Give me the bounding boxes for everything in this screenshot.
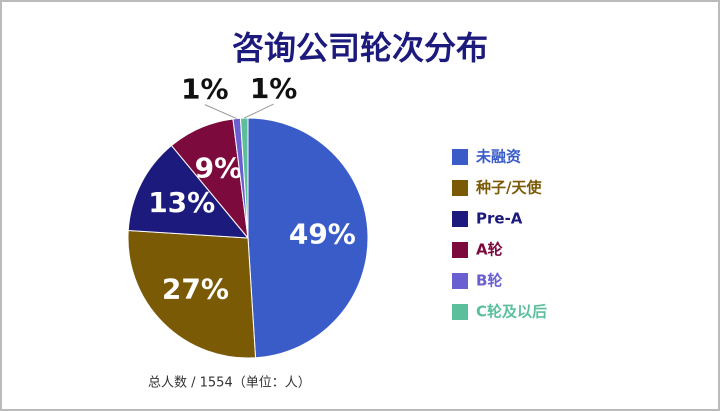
value-label: 1% (250, 72, 298, 105)
value-label: 27% (162, 273, 229, 306)
value-label: 49% (289, 218, 356, 251)
value-label: 1% (181, 73, 229, 106)
legend-swatch (452, 304, 468, 320)
legend-swatch (452, 149, 468, 165)
legend-label: 种子/天使 (475, 179, 542, 197)
legend-label: A轮 (476, 241, 503, 259)
legend-label: 未融资 (475, 148, 521, 166)
legend-label: C轮及以后 (476, 303, 547, 321)
legend-swatch (452, 180, 468, 196)
legend-swatch (452, 211, 468, 227)
leader-line (244, 103, 274, 119)
legend-label: Pre-A (476, 210, 523, 228)
legend-label: B轮 (476, 272, 502, 290)
value-label: 9% (195, 152, 243, 185)
pie-slice (127, 144, 250, 239)
note: 总人数 / 1554（单位：人） (148, 376, 311, 391)
legend-swatch (452, 242, 468, 258)
value-label: 13% (148, 186, 215, 219)
pie-slice (239, 117, 249, 239)
chart-title: 咨询公司轮次分布 (232, 29, 488, 67)
leader-line (204, 104, 237, 119)
pie-slice (247, 117, 369, 359)
pie-slice (127, 229, 257, 359)
legend-swatch (452, 273, 468, 289)
